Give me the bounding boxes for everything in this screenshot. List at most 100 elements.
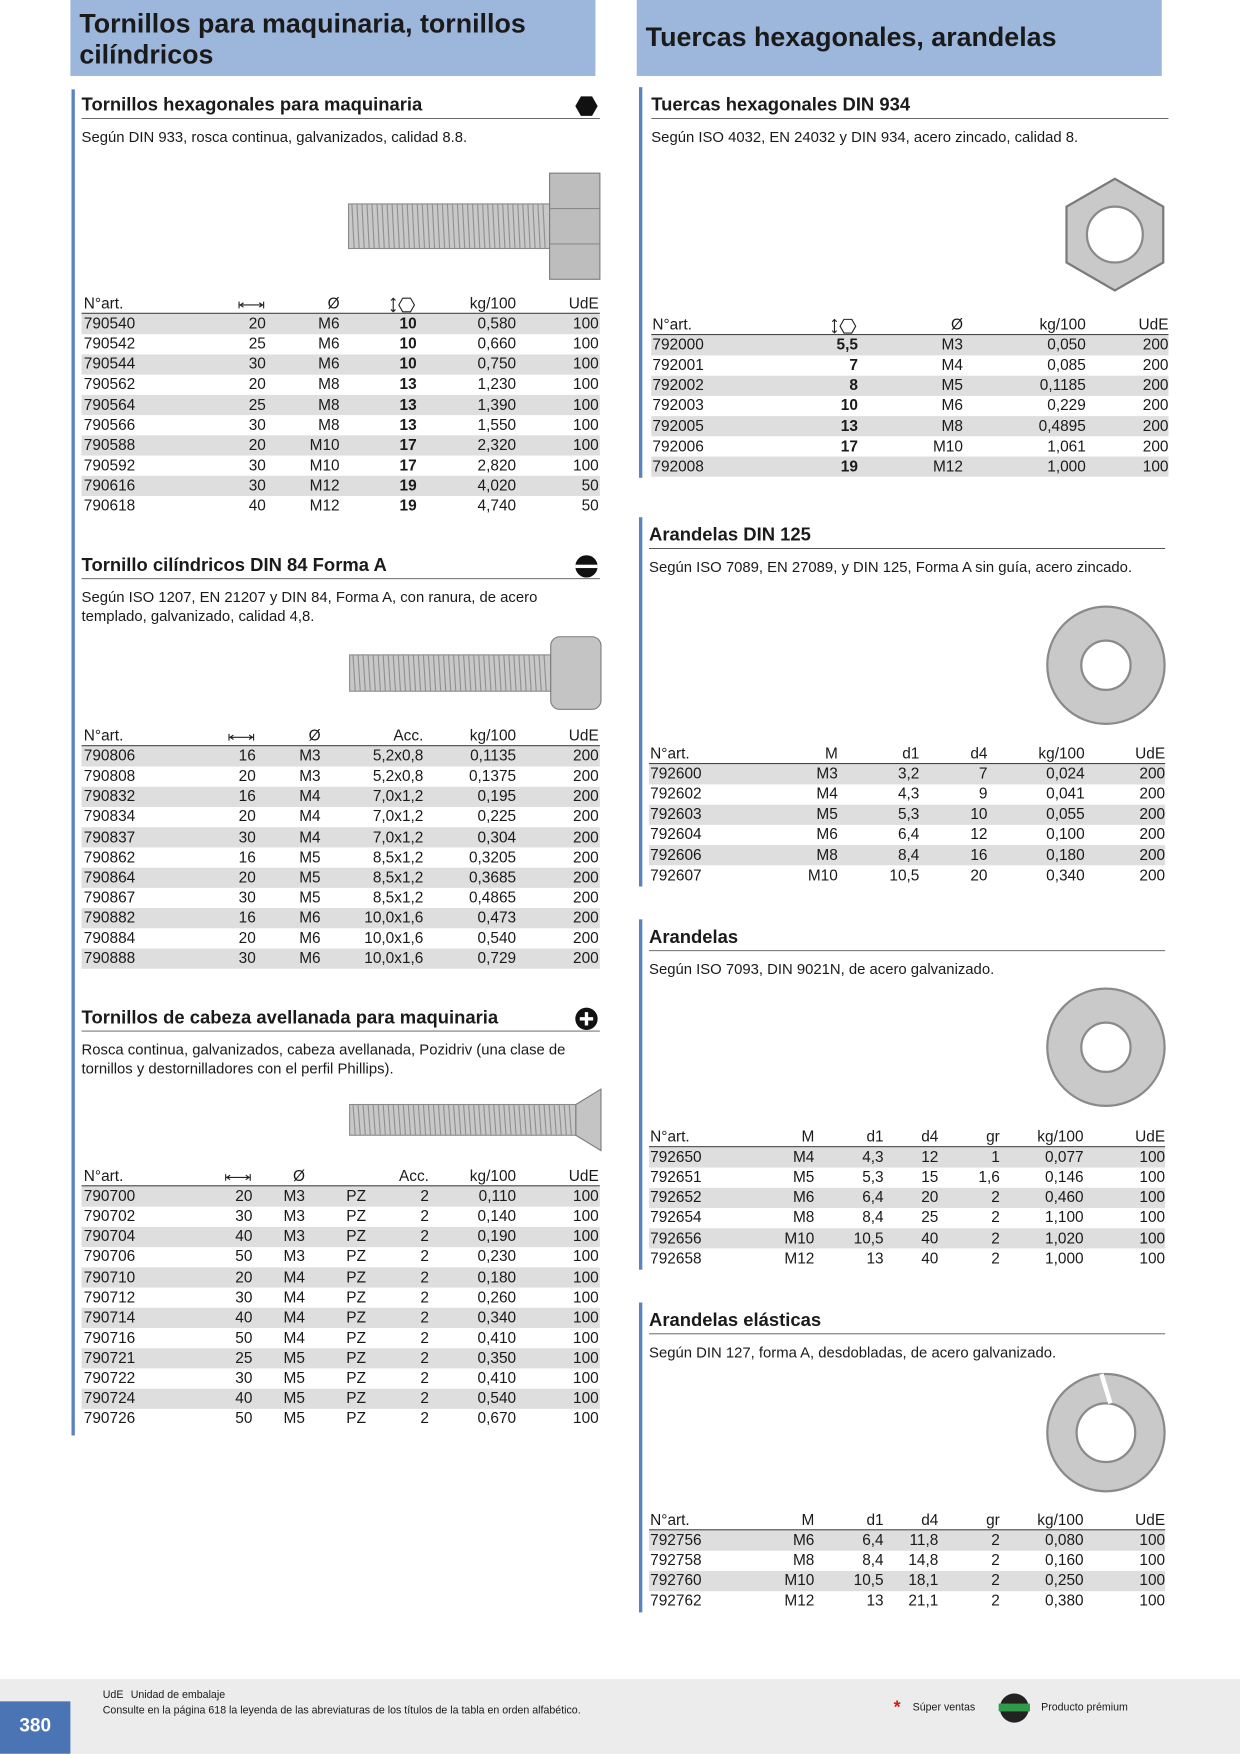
table-cell: 10,5 xyxy=(889,866,920,884)
table-cell: 100 xyxy=(1139,1209,1166,1226)
table-cell: 1,061 xyxy=(1047,437,1086,455)
table-cell: 100 xyxy=(1139,1592,1166,1610)
table-cell: 790616 xyxy=(83,476,136,494)
table-cell: 40 xyxy=(235,1228,253,1245)
thread xyxy=(436,203,441,249)
table-cell: 20 xyxy=(248,375,266,393)
table-cell: 200 xyxy=(573,868,599,886)
product-image xyxy=(1046,605,1166,725)
table-cell: 2 xyxy=(420,1268,429,1286)
title-icon xyxy=(575,96,598,116)
table-cell: M6 xyxy=(299,949,321,967)
table-cell: M4 xyxy=(283,1329,305,1346)
footer-abbr-meaning: Unidad de embalaje xyxy=(130,1689,226,1702)
thread xyxy=(382,654,386,692)
column-header: gr xyxy=(986,1128,1000,1146)
column-header: N°art. xyxy=(83,727,124,744)
thread xyxy=(478,1104,482,1136)
column-header: kg/100 xyxy=(469,727,517,744)
table-cell: 200 xyxy=(573,949,599,967)
thread xyxy=(533,1104,537,1136)
thread xyxy=(518,1104,522,1136)
thread xyxy=(437,1104,442,1136)
table-cell: 10,5 xyxy=(853,1229,884,1247)
table-cell: 10,0x1,6 xyxy=(364,949,424,967)
table-cell: 792654 xyxy=(650,1209,702,1226)
table-cell: 790862 xyxy=(83,848,136,866)
column-header: kg/100 xyxy=(469,1167,517,1185)
table-cell: M8 xyxy=(318,416,340,433)
thread xyxy=(542,203,546,249)
table-cell: 200 xyxy=(1139,825,1166,843)
column-header: Acc. xyxy=(393,727,424,744)
table-cell: M6 xyxy=(792,1531,815,1549)
row-shade xyxy=(649,1187,1166,1209)
table-cell: 8,5x1,2 xyxy=(372,888,424,906)
column-header: d4 xyxy=(921,1511,939,1529)
row-shade xyxy=(81,475,600,496)
table-cell: 1,230 xyxy=(477,375,517,393)
table-cell: 100 xyxy=(573,1207,599,1225)
thread xyxy=(367,1104,371,1136)
thread xyxy=(447,1104,452,1136)
thread xyxy=(407,1104,412,1136)
table-cell: M3 xyxy=(283,1248,305,1265)
thread xyxy=(427,1104,432,1136)
table-cell: 790592 xyxy=(83,456,136,474)
table-cell: PZ xyxy=(346,1248,367,1265)
table-cell: 6,4 xyxy=(862,1188,884,1206)
thread xyxy=(372,1104,376,1136)
table-cell: PZ xyxy=(346,1288,367,1306)
table-cell: M10 xyxy=(807,866,838,884)
thread xyxy=(518,654,522,692)
table-cell: M12 xyxy=(309,497,340,514)
table-cell: 792603 xyxy=(650,805,702,823)
hex-icon xyxy=(839,318,857,334)
column-header: N°art. xyxy=(83,294,124,312)
thread xyxy=(401,203,405,249)
thread xyxy=(437,654,442,692)
table-cell: 0,1135 xyxy=(470,747,517,765)
table-cell: 792006 xyxy=(652,437,704,455)
table-cell: 2 xyxy=(991,1188,1000,1206)
table-cell: M5 xyxy=(283,1369,305,1387)
row-shade xyxy=(649,1228,1166,1249)
table-cell: 792000 xyxy=(652,336,704,354)
table-cell: 0,304 xyxy=(477,828,517,846)
table-cell: 200 xyxy=(573,767,599,785)
table-cell: 50 xyxy=(235,1248,253,1265)
section-description: Según ISO 4032, EN 24032 y DIN 934, acer… xyxy=(651,128,1079,146)
thread xyxy=(412,654,417,692)
table-cell: 2,820 xyxy=(477,456,517,474)
table-cell: M3 xyxy=(283,1187,305,1205)
table-cell: 792652 xyxy=(650,1188,702,1206)
table-cell: 0,670 xyxy=(477,1409,517,1427)
table-cell: 0,140 xyxy=(477,1207,517,1225)
table-cell: 16 xyxy=(238,747,256,765)
table-cell: 7,0x1,2 xyxy=(372,828,424,846)
table-cell: 7,0x1,2 xyxy=(372,787,424,805)
table-cell: 100 xyxy=(1139,1148,1166,1166)
column-header: N°art. xyxy=(650,1511,690,1529)
table-cell: 30 xyxy=(238,888,256,906)
table-cell: 5,2x0,8 xyxy=(372,767,424,785)
table-cell: M5 xyxy=(283,1409,305,1427)
title-icon-slot xyxy=(575,564,598,569)
table-cell: 2 xyxy=(991,1551,1000,1569)
table-cell: 20 xyxy=(238,929,256,947)
product-image xyxy=(1046,987,1166,1108)
table-cell: 792600 xyxy=(650,765,702,783)
column-header: kg/100 xyxy=(1037,1511,1084,1529)
table-cell: 2,320 xyxy=(477,436,517,454)
table-cell: 50 xyxy=(235,1409,253,1427)
table-cell: 8,4 xyxy=(897,846,920,863)
table-cell: 0,080 xyxy=(1045,1531,1084,1549)
table-cell: 10 xyxy=(399,335,417,353)
split xyxy=(1099,1373,1113,1405)
table-cell: 20 xyxy=(970,866,988,884)
table-cell: 30 xyxy=(238,949,256,967)
table-cell: 15 xyxy=(921,1168,939,1186)
table-cell: PZ xyxy=(346,1207,367,1225)
table-cell: 790882 xyxy=(83,909,136,926)
table-cell: M6 xyxy=(299,909,321,926)
